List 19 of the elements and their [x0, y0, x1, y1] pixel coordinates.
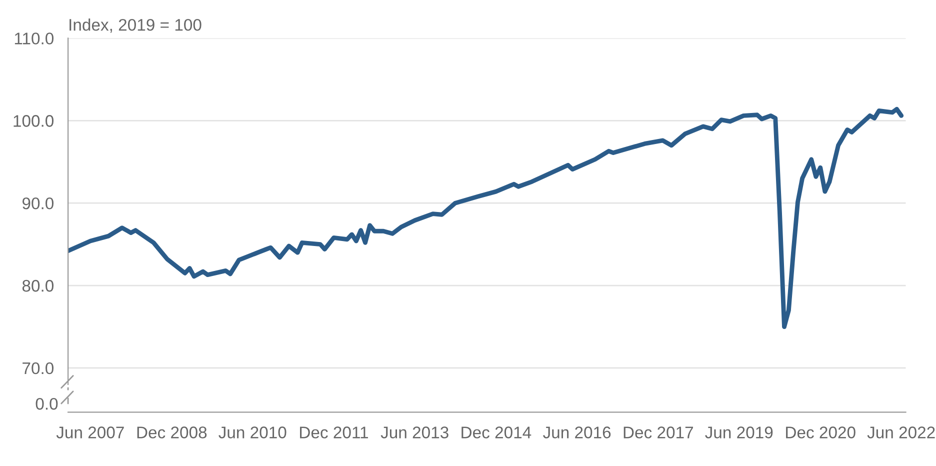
y-tick-label: 100.0 [14, 115, 54, 127]
x-tick-label: Jun 2013 [380, 426, 448, 438]
x-tick-label: Dec 2017 [624, 426, 693, 438]
x-tick-label: Jun 2019 [705, 426, 773, 438]
x-tick-label: Dec 2008 [137, 426, 207, 438]
text: 0.0 [36, 398, 58, 410]
x-tick-label: Jun 2010 [218, 426, 286, 438]
line-series [68, 106, 904, 329]
y-tick-label: 80.0 [22, 280, 54, 292]
x-tick-label: Jun 2022 [867, 426, 935, 438]
x-tick-label: Jun 2016 [543, 426, 611, 438]
x-tick-label: Dec 2014 [462, 426, 532, 438]
y-axis-title: Index, 2019 = 100 [70, 18, 202, 33]
x-tick-label: Dec 2020 [786, 426, 856, 438]
y-tick-label: 90.0 [22, 197, 54, 210]
y-tick-label: 70.0 [22, 362, 54, 374]
x-tick-label: Dec 2011 [300, 426, 368, 438]
x-tick-label: Jun 2007 [56, 426, 124, 438]
y-tick-label: 110.0 [14, 32, 54, 44]
